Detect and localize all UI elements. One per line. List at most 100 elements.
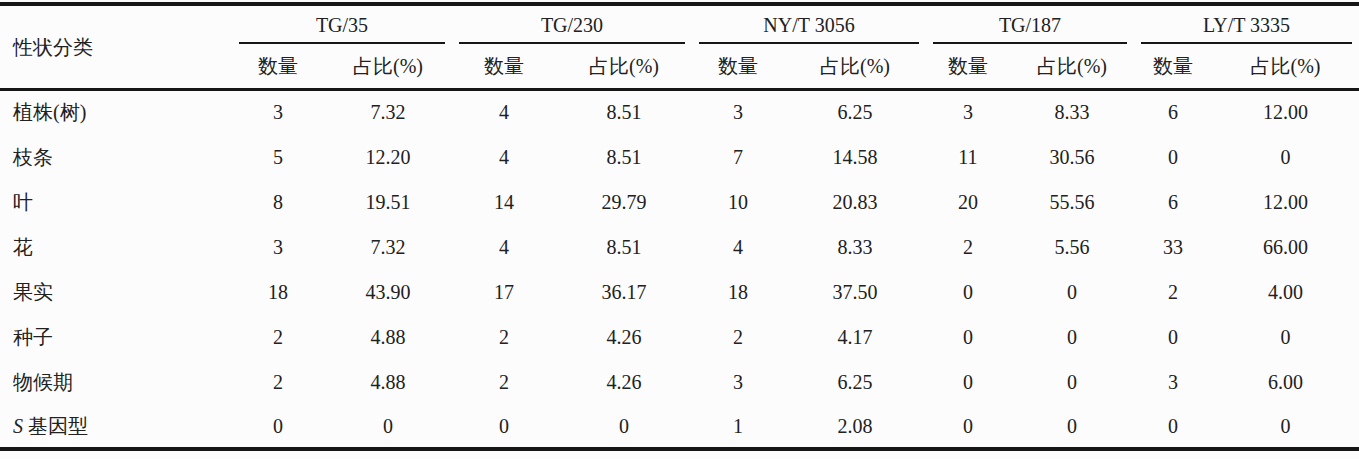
count-cell: 0 <box>926 314 1010 359</box>
count-cell: 0 <box>1134 134 1212 179</box>
table-body: 植株(树)37.3248.5136.2538.33612.00枝条512.204… <box>0 89 1359 449</box>
paper-table-page: 性状分类 TG/35 TG/230 NY/T 3056 TG/187 LY/T … <box>0 0 1359 459</box>
group-header-lyt3335: LY/T 3335 <box>1134 4 1359 44</box>
percent-cell: 8.51 <box>556 89 692 134</box>
percent-cell: 7.32 <box>324 89 452 134</box>
percent-cell: 4.26 <box>556 359 692 404</box>
percent-cell: 0 <box>1010 359 1134 404</box>
count-cell: 0 <box>926 269 1010 314</box>
count-cell: 3 <box>232 224 324 269</box>
sub-header-percent: 占比(%) <box>1212 44 1359 89</box>
row-header-trait-classification: 性状分类 <box>0 4 232 89</box>
percent-cell: 20.83 <box>784 179 926 224</box>
sub-header-percent: 占比(%) <box>1010 44 1134 89</box>
count-cell: 10 <box>692 179 784 224</box>
percent-cell: 6.25 <box>784 89 926 134</box>
group-header-row: 性状分类 TG/35 TG/230 NY/T 3056 TG/187 LY/T … <box>0 4 1359 44</box>
count-cell: 3 <box>926 89 1010 134</box>
count-cell: 3 <box>1134 359 1212 404</box>
trait-label: 种子 <box>0 314 232 359</box>
count-cell: 4 <box>452 134 556 179</box>
table-row: 种子24.8824.2624.170000 <box>0 314 1359 359</box>
trait-label: S 基因型 <box>0 404 232 449</box>
table-row: 物候期24.8824.2636.250036.00 <box>0 359 1359 404</box>
percent-cell: 14.58 <box>784 134 926 179</box>
count-cell: 20 <box>926 179 1010 224</box>
count-cell: 2 <box>452 359 556 404</box>
percent-cell: 0 <box>1212 134 1359 179</box>
count-cell: 4 <box>452 224 556 269</box>
percent-cell: 29.79 <box>556 179 692 224</box>
table-row: 枝条512.2048.51714.581130.5600 <box>0 134 1359 179</box>
percent-cell: 4.00 <box>1212 269 1359 314</box>
sub-header-count: 数量 <box>692 44 784 89</box>
percent-cell: 12.20 <box>324 134 452 179</box>
count-cell: 4 <box>452 89 556 134</box>
percent-cell: 12.00 <box>1212 179 1359 224</box>
count-cell: 0 <box>1134 404 1212 449</box>
percent-cell: 4.17 <box>784 314 926 359</box>
trait-statistics-table: 性状分类 TG/35 TG/230 NY/T 3056 TG/187 LY/T … <box>0 2 1359 451</box>
percent-cell: 8.51 <box>556 224 692 269</box>
group-header-tg187: TG/187 <box>926 4 1134 44</box>
percent-cell: 0 <box>1010 404 1134 449</box>
percent-cell: 19.51 <box>324 179 452 224</box>
count-cell: 3 <box>692 359 784 404</box>
percent-cell: 37.50 <box>784 269 926 314</box>
count-cell: 33 <box>1134 224 1212 269</box>
count-cell: 2 <box>232 359 324 404</box>
percent-cell: 0 <box>1010 314 1134 359</box>
percent-cell: 4.88 <box>324 314 452 359</box>
trait-label: 物候期 <box>0 359 232 404</box>
trait-label: 植株(树) <box>0 89 232 134</box>
percent-cell: 7.32 <box>324 224 452 269</box>
count-cell: 3 <box>232 89 324 134</box>
count-cell: 2 <box>926 224 1010 269</box>
percent-cell: 36.17 <box>556 269 692 314</box>
group-header-nyt3056: NY/T 3056 <box>692 4 926 44</box>
group-header-tg35: TG/35 <box>232 4 452 44</box>
percent-cell: 4.26 <box>556 314 692 359</box>
sub-header-percent: 占比(%) <box>784 44 926 89</box>
trait-label: 果实 <box>0 269 232 314</box>
sub-header-count: 数量 <box>452 44 556 89</box>
sub-header-count: 数量 <box>926 44 1010 89</box>
sub-header-count: 数量 <box>1134 44 1212 89</box>
count-cell: 3 <box>692 89 784 134</box>
percent-cell: 0 <box>1212 404 1359 449</box>
count-cell: 1 <box>692 404 784 449</box>
percent-cell: 55.56 <box>1010 179 1134 224</box>
table-row: S 基因型000012.080000 <box>0 404 1359 449</box>
count-cell: 6 <box>1134 179 1212 224</box>
table-row: 花37.3248.5148.3325.563366.00 <box>0 224 1359 269</box>
percent-cell: 5.56 <box>1010 224 1134 269</box>
count-cell: 2 <box>232 314 324 359</box>
percent-cell: 4.88 <box>324 359 452 404</box>
percent-cell: 2.08 <box>784 404 926 449</box>
trait-label: 花 <box>0 224 232 269</box>
table-header: 性状分类 TG/35 TG/230 NY/T 3056 TG/187 LY/T … <box>0 4 1359 89</box>
count-cell: 18 <box>232 269 324 314</box>
percent-cell: 0 <box>1212 314 1359 359</box>
percent-cell: 8.51 <box>556 134 692 179</box>
count-cell: 4 <box>692 224 784 269</box>
table-row: 叶819.511429.791020.832055.56612.00 <box>0 179 1359 224</box>
percent-cell: 8.33 <box>784 224 926 269</box>
count-cell: 0 <box>232 404 324 449</box>
percent-cell: 12.00 <box>1212 89 1359 134</box>
count-cell: 0 <box>926 359 1010 404</box>
count-cell: 14 <box>452 179 556 224</box>
count-cell: 2 <box>692 314 784 359</box>
count-cell: 17 <box>452 269 556 314</box>
percent-cell: 6.25 <box>784 359 926 404</box>
percent-cell: 66.00 <box>1212 224 1359 269</box>
trait-label: 叶 <box>0 179 232 224</box>
count-cell: 11 <box>926 134 1010 179</box>
count-cell: 8 <box>232 179 324 224</box>
count-cell: 2 <box>452 314 556 359</box>
table-row: 果实1843.901736.171837.500024.00 <box>0 269 1359 314</box>
group-header-tg230: TG/230 <box>452 4 692 44</box>
count-cell: 6 <box>1134 89 1212 134</box>
sub-header-percent: 占比(%) <box>556 44 692 89</box>
percent-cell: 30.56 <box>1010 134 1134 179</box>
